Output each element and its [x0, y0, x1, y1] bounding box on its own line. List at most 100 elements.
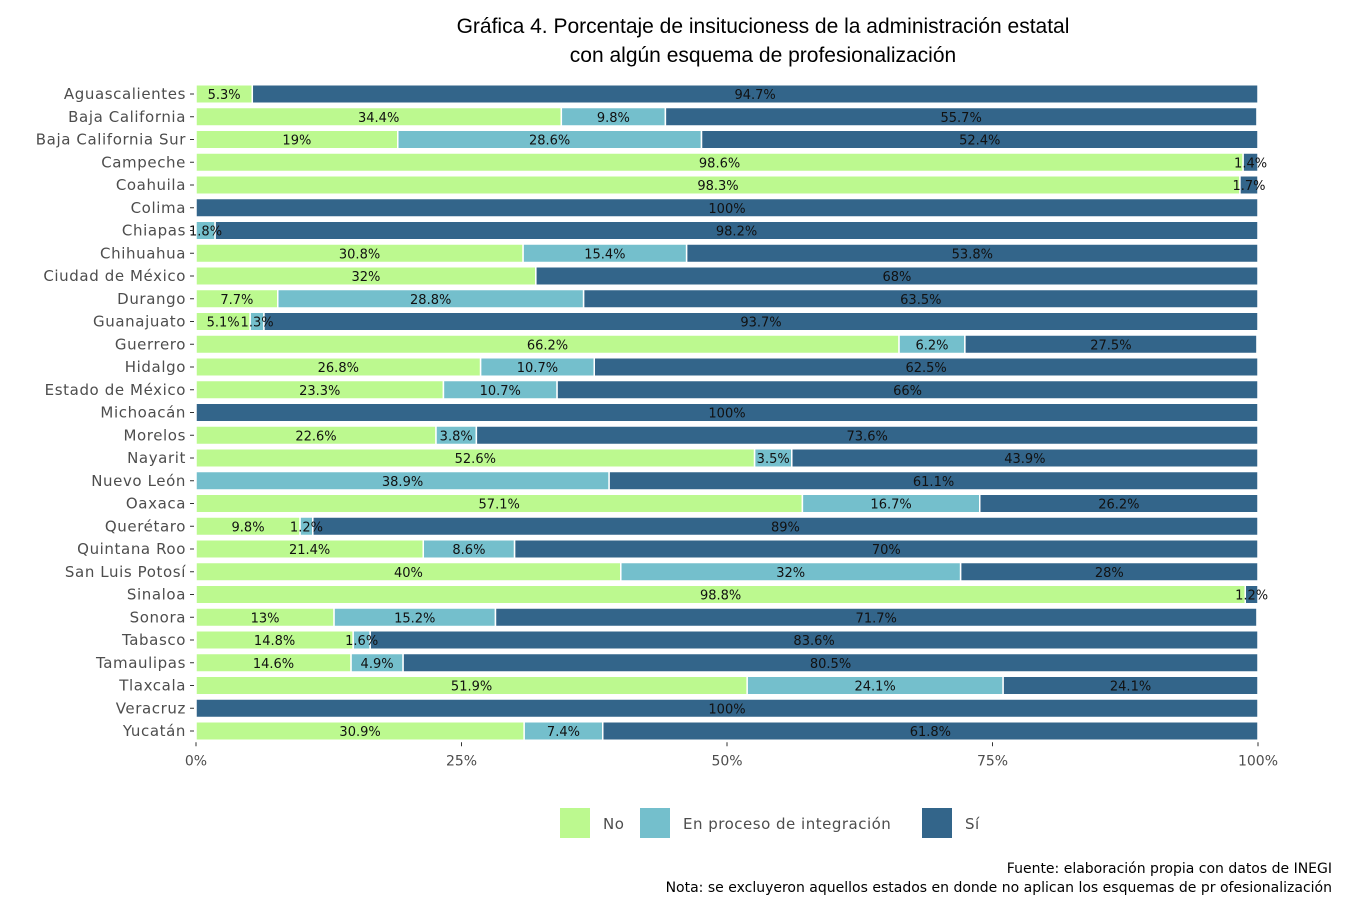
data-label: 13% — [251, 611, 280, 626]
data-label: 63.5% — [900, 293, 941, 308]
chart-title-line-2: con algún esquema de profesionalización — [569, 44, 957, 67]
bar-segment — [700, 129, 1259, 150]
data-label: 52.6% — [455, 452, 496, 467]
y-tick-label: Chihuahua — [100, 244, 186, 262]
data-label: 3.8% — [440, 429, 473, 444]
legend-key — [922, 808, 952, 838]
bar-segment — [608, 470, 1259, 491]
x-tick-label: 0% — [185, 753, 207, 769]
y-tick-label: Nayarit — [127, 449, 186, 467]
data-label: 15.2% — [394, 611, 435, 626]
data-label: 7.4% — [547, 725, 580, 740]
bar-segment — [959, 561, 1259, 582]
caption-source: Fuente: elaboración propia con datos de … — [1007, 861, 1332, 877]
data-label: 51.9% — [451, 680, 492, 695]
data-label: 10.7% — [517, 361, 558, 376]
data-label: 14.8% — [254, 634, 295, 649]
bar-segment — [195, 197, 1259, 218]
x-tick-label: 75% — [977, 753, 1008, 769]
data-label: 98.2% — [716, 225, 757, 240]
bar-segment — [263, 311, 1259, 332]
bar-segment — [195, 698, 1259, 719]
data-label: 21.4% — [289, 543, 330, 558]
y-tick-label: Hidalgo — [125, 358, 186, 376]
data-label: 71.7% — [856, 611, 897, 626]
y-tick-label: Nuevo León — [91, 472, 186, 490]
data-label: 1.4% — [1234, 156, 1267, 171]
y-tick-label: Aguascalientes — [64, 85, 186, 103]
legend: No En proceso de integración Sí — [560, 808, 980, 838]
data-label: 52.4% — [959, 134, 1000, 149]
caption-note: Nota: se excluyeron aquellos estados en … — [666, 880, 1332, 896]
data-label: 4.9% — [361, 657, 394, 672]
y-tick-label: Colima — [131, 199, 186, 217]
bar-segment — [1242, 152, 1259, 173]
data-label: 26.2% — [1098, 498, 1139, 513]
data-label: 28% — [1095, 566, 1124, 581]
y-tick-label: Yucatán — [122, 722, 186, 740]
data-label: 98.6% — [699, 156, 740, 171]
y-tick-label: Guanajuato — [93, 313, 186, 331]
data-label: 62.5% — [905, 361, 946, 376]
bar-segment — [513, 539, 1259, 559]
data-label: 24.1% — [854, 680, 895, 695]
y-tick-label: Campeche — [101, 153, 186, 171]
bar-segment — [791, 448, 1259, 468]
data-label: 22.6% — [295, 429, 336, 444]
bars-layer — [195, 84, 1259, 741]
data-label: 5.3% — [208, 88, 241, 103]
data-label: 43.9% — [1004, 452, 1045, 467]
data-label: 66.2% — [527, 338, 568, 353]
x-tick-label: 25% — [446, 753, 477, 769]
data-label: 1.7% — [1232, 179, 1265, 194]
data-label: 16.7% — [870, 498, 911, 513]
data-label: 23.3% — [299, 384, 340, 399]
data-label: 98.3% — [697, 179, 738, 194]
y-tick-label: Morelos — [123, 426, 186, 444]
legend-label: En proceso de integración — [683, 815, 891, 833]
y-tick-label: Baja California — [68, 108, 186, 126]
data-label: 7.7% — [220, 293, 253, 308]
y-tick-label: Durango — [117, 290, 186, 308]
data-label: 5.1% — [207, 316, 240, 331]
data-label: 61.1% — [913, 475, 954, 490]
legend-label: Sí — [965, 815, 980, 833]
bar-segment — [664, 106, 1258, 127]
bar-segment — [214, 220, 1259, 241]
bar-segment — [979, 493, 1259, 514]
data-label: 10.7% — [480, 384, 521, 399]
bar-segment — [1244, 584, 1259, 605]
y-tick-label: Baja California Sur — [36, 131, 186, 149]
caption: Fuente: elaboración propia con datos de … — [666, 861, 1332, 896]
x-tick-label: 50% — [711, 753, 742, 769]
bar-segment — [475, 425, 1259, 446]
data-label: 1.2% — [1235, 589, 1268, 604]
data-label: 83.6% — [793, 634, 834, 649]
data-label: 30.9% — [339, 725, 380, 740]
data-label: 68% — [882, 270, 911, 285]
data-label: 14.6% — [253, 657, 294, 672]
bar-segment — [251, 84, 1259, 104]
data-label: 1.2% — [290, 520, 323, 535]
y-tick-label: Tamaulipas — [95, 654, 186, 672]
y-tick-label: Sonora — [130, 608, 186, 626]
data-label: 100% — [708, 407, 745, 422]
data-label: 100% — [708, 702, 745, 717]
bar-segment — [312, 516, 1259, 537]
data-label: 27.5% — [1090, 338, 1131, 353]
data-label: 24.1% — [1110, 680, 1151, 695]
y-tick-label: Oaxaca — [126, 495, 186, 513]
data-label: 61.8% — [910, 725, 951, 740]
bar-segment — [369, 630, 1259, 650]
y-tick-label: Estado de México — [45, 381, 186, 399]
y-tick-label: Chiapas — [122, 222, 186, 240]
data-label: 28.8% — [410, 293, 451, 308]
data-label: 19% — [282, 134, 311, 149]
chart-title-line-1: Gráfica 4. Porcentaje de insitucioness d… — [456, 15, 1070, 38]
data-label: 8.6% — [452, 543, 485, 558]
bar-segment — [582, 288, 1259, 309]
x-axis: 0% 25% 50% 75% 100% — [185, 742, 1278, 769]
y-axis: Aguascalientes Baja California Baja Califo… — [36, 85, 194, 740]
data-label: 15.4% — [584, 247, 625, 262]
y-tick-label: Guerrero — [115, 335, 186, 353]
